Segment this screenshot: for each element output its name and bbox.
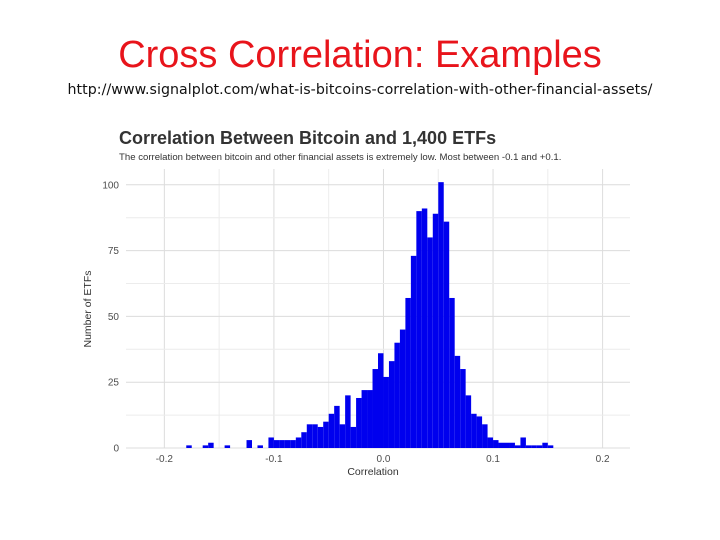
histogram-bar: [432, 213, 439, 448]
histogram-bar: [504, 442, 510, 448]
y-tick-label: 75: [108, 246, 120, 257]
x-axis-title: Correlation: [347, 466, 399, 478]
histogram-bar: [465, 395, 472, 448]
histogram-bar: [476, 416, 483, 448]
y-tick-label: 0: [113, 444, 119, 455]
y-tick-label: 25: [108, 378, 120, 389]
histogram-bar: [273, 440, 280, 448]
histogram-bar: [487, 437, 494, 448]
x-tick-label: 0.2: [596, 454, 610, 465]
histogram-bar: [334, 405, 340, 448]
x-tick-label: 0.1: [486, 454, 500, 465]
histogram-bar: [383, 376, 389, 448]
histogram-bar: [547, 445, 554, 448]
histogram-bar: [509, 442, 515, 448]
histogram-bar: [356, 397, 362, 448]
histogram-bar: [482, 424, 488, 448]
histogram-bar: [328, 413, 335, 448]
histogram-bar: [246, 440, 252, 448]
histogram-bar: [399, 329, 406, 448]
x-tick-label: -0.1: [265, 454, 283, 465]
histogram-bar: [295, 437, 302, 448]
histogram-bar: [536, 445, 543, 448]
histogram-bar: [186, 445, 192, 448]
source-url: http://www.signalplot.com/what-is-bitcoi…: [67, 82, 653, 98]
histogram-bar: [471, 413, 477, 448]
histogram-bar: [312, 424, 318, 448]
histogram-bar: [224, 445, 231, 448]
histogram-bar: [306, 424, 313, 448]
histogram-bar: [493, 440, 499, 448]
histogram-bar: [525, 445, 532, 448]
histogram-bar: [542, 442, 548, 448]
histogram-bar: [416, 211, 422, 448]
histogram-bar: [443, 221, 450, 448]
histogram-bar: [317, 426, 324, 448]
histogram-bar: [301, 432, 307, 448]
tick-labels: -0.2 -0.1 0.0 0.1 0.2 0 25 50 75 100: [102, 180, 610, 465]
histogram-bar: [345, 395, 351, 448]
histogram-bar: [208, 442, 214, 448]
histogram-bar: [290, 440, 296, 448]
histogram-bar: [498, 442, 504, 448]
histogram-bar: [438, 182, 444, 448]
histogram-bar: [361, 390, 368, 448]
histogram-bar: [410, 255, 417, 448]
histogram-bar: [350, 426, 357, 448]
chart-subtitle: The correlation between bitcoin and othe…: [119, 152, 561, 163]
histogram-bar: [257, 445, 263, 448]
y-tick-label: 50: [108, 312, 120, 323]
histogram-bar: [339, 424, 346, 448]
histogram-bar: [449, 297, 455, 448]
histogram-bar: [405, 297, 411, 448]
histogram-bar: [520, 437, 526, 448]
chart-svg: Correlation Between Bitcoin and 1,400 ET…: [82, 128, 630, 478]
histogram-bar: [284, 440, 291, 448]
correlation-histogram-chart: Correlation Between Bitcoin and 1,400 ET…: [75, 123, 645, 481]
histogram-bar: [427, 237, 433, 448]
histogram-bar: [460, 369, 466, 448]
histogram-bar: [531, 445, 537, 448]
y-tick-label: 100: [102, 180, 119, 191]
histogram-bar: [323, 421, 329, 448]
histogram-bar: [514, 445, 521, 448]
chart-title: Correlation Between Bitcoin and 1,400 ET…: [119, 128, 496, 148]
histogram-bar: [454, 355, 461, 448]
histogram-bar: [421, 208, 428, 448]
x-tick-label: 0.0: [377, 454, 391, 465]
histogram-bar: [378, 353, 384, 448]
x-tick-label: -0.2: [156, 454, 174, 465]
histogram-bar: [372, 369, 378, 448]
histogram-bar: [279, 440, 285, 448]
histogram-bar: [268, 437, 274, 448]
slide-title: Cross Correlation: Examples: [118, 34, 602, 76]
y-axis-title: Number of ETFs: [82, 270, 94, 347]
histogram-bar: [394, 342, 400, 448]
histogram-bar: [367, 390, 373, 448]
histogram-bar: [202, 445, 209, 448]
histogram-bar: [388, 361, 395, 448]
histogram-bars: [186, 182, 554, 448]
